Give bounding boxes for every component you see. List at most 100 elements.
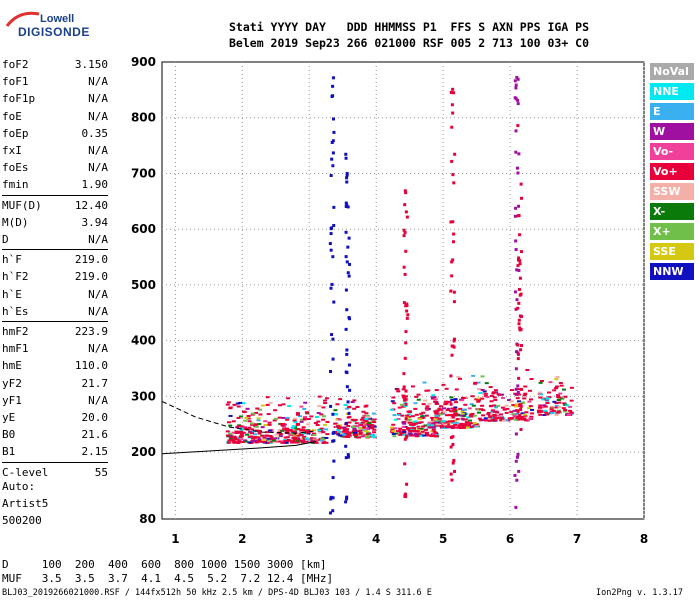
echo-point xyxy=(368,417,373,420)
param-name: fmin xyxy=(2,178,29,192)
echo-point xyxy=(226,401,231,404)
echo-point xyxy=(452,232,456,236)
echo-point xyxy=(317,405,322,408)
echo-point xyxy=(290,432,295,435)
echo-point xyxy=(525,368,530,371)
echo-point xyxy=(540,406,545,409)
echo-point xyxy=(445,409,450,412)
echo-point xyxy=(516,388,521,391)
echo-point xyxy=(464,423,469,426)
echo-point xyxy=(516,124,520,128)
echo-point xyxy=(403,462,407,466)
echo-point xyxy=(554,378,559,381)
echo-point xyxy=(462,425,467,428)
echo-point xyxy=(361,429,366,432)
echo-point xyxy=(352,407,357,410)
echo-point xyxy=(422,414,427,417)
echo-point xyxy=(252,441,257,444)
echo-point xyxy=(346,424,351,427)
echo-point xyxy=(330,333,334,337)
echo-point xyxy=(517,318,521,322)
echo-point xyxy=(419,421,424,424)
echo-point xyxy=(451,258,455,262)
echo-point xyxy=(554,405,559,408)
echo-point xyxy=(465,426,470,429)
echo-point xyxy=(346,436,351,439)
echo-point xyxy=(489,400,494,403)
echo-point xyxy=(329,286,333,290)
echo-point xyxy=(403,203,407,207)
echo-point xyxy=(269,438,274,441)
param-name: foEs xyxy=(2,161,29,175)
echo-point xyxy=(403,189,407,193)
echo-point xyxy=(464,421,469,424)
echo-point xyxy=(518,314,522,318)
echo-point xyxy=(414,395,419,398)
echo-point xyxy=(406,426,410,430)
echo-point xyxy=(278,433,283,436)
echo-point xyxy=(345,176,349,180)
echo-point xyxy=(488,386,493,389)
echo-point xyxy=(425,409,430,412)
echo-point xyxy=(429,420,434,423)
plot-grid xyxy=(162,62,645,519)
echo-point xyxy=(331,164,335,168)
echo-point xyxy=(485,395,490,398)
echo-point xyxy=(450,125,454,129)
echo-point xyxy=(492,404,497,407)
echo-point xyxy=(398,427,403,430)
echo-point xyxy=(430,397,435,400)
param-value: 223.9 xyxy=(74,325,108,338)
echo-point xyxy=(519,250,523,254)
echo-point xyxy=(344,156,348,160)
echo-point xyxy=(441,383,446,386)
echo-point xyxy=(528,398,533,401)
echo-point xyxy=(430,430,435,433)
echo-point xyxy=(313,441,318,444)
echo-point xyxy=(411,422,416,425)
echo-point xyxy=(552,400,557,403)
echo-point xyxy=(427,402,432,405)
echo-point xyxy=(241,441,246,444)
echo-point xyxy=(338,434,343,437)
echo-point xyxy=(297,415,302,418)
echo-point xyxy=(361,416,366,419)
echo-point xyxy=(335,403,340,406)
echo-point xyxy=(361,410,366,413)
echo-point xyxy=(451,443,455,447)
echo-point xyxy=(453,469,457,473)
echo-point xyxy=(238,415,243,418)
echo-point xyxy=(495,417,500,420)
echo-point xyxy=(499,416,504,419)
echo-point xyxy=(335,432,340,435)
echo-point xyxy=(315,423,320,426)
echo-point xyxy=(324,436,329,439)
echo-point xyxy=(273,417,278,420)
legend-item: X+ xyxy=(650,223,694,240)
trace-curve xyxy=(161,441,317,455)
echo-point xyxy=(405,434,409,438)
echo-point xyxy=(329,495,333,499)
echo-point xyxy=(450,407,455,410)
echo-point xyxy=(331,496,335,500)
legend-item: E xyxy=(650,103,694,120)
echo-point xyxy=(473,382,478,385)
echo-point xyxy=(245,433,250,436)
echo-point xyxy=(231,420,236,423)
echo-point xyxy=(358,429,363,432)
echo-point xyxy=(449,374,453,378)
echo-point xyxy=(293,427,298,430)
echo-point xyxy=(431,394,436,397)
echo-point xyxy=(527,400,532,403)
echo-point xyxy=(563,395,568,398)
echo-point xyxy=(357,436,362,439)
echo-point xyxy=(517,301,521,305)
echo-point xyxy=(355,425,360,428)
echo-point xyxy=(434,421,439,424)
echo-point xyxy=(397,412,402,415)
echo-point xyxy=(527,389,532,392)
echo-point xyxy=(332,300,336,304)
echo-point xyxy=(451,344,455,348)
echo-point xyxy=(563,403,568,406)
echo-point xyxy=(501,419,506,422)
